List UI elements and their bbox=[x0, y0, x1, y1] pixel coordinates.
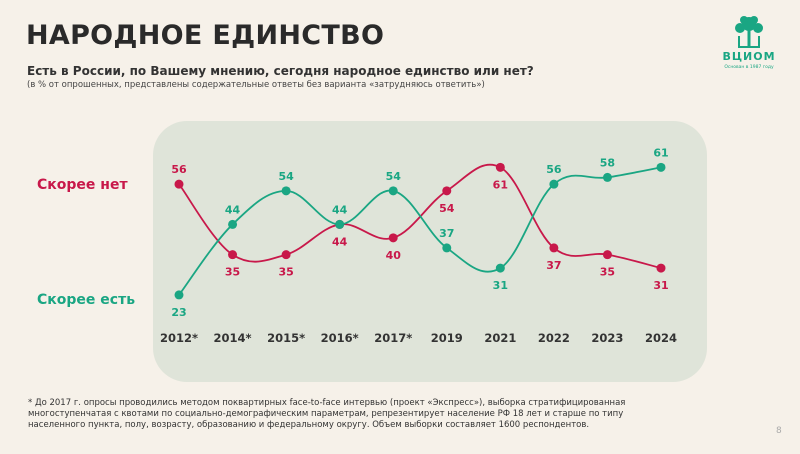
page-number: 8 bbox=[776, 426, 782, 436]
series-1-point-6 bbox=[495, 263, 505, 273]
x-tick-label-9: 2024 bbox=[645, 331, 677, 345]
series-1-point-5 bbox=[442, 243, 452, 253]
series-1-point-4 bbox=[388, 186, 398, 196]
series-1-point-2 bbox=[281, 186, 291, 196]
series-1-point-3 bbox=[335, 219, 345, 229]
series-1-label-4: 54 bbox=[386, 170, 402, 183]
survey-question: Есть в России, по Вашему мнению, сегодня… bbox=[27, 64, 534, 78]
x-tick-label-3: 2016* bbox=[321, 331, 359, 345]
logo-subtitle: Основан в 1987 году bbox=[724, 65, 774, 70]
series-0-point-8 bbox=[602, 250, 612, 260]
chart-panel bbox=[153, 121, 707, 382]
series-1-point-7 bbox=[549, 179, 559, 189]
series-0-label-6: 61 bbox=[493, 178, 508, 191]
series-0-point-0 bbox=[174, 179, 184, 189]
page-title: НАРОДНОЕ ЕДИНСТВО bbox=[26, 20, 385, 51]
series-label-yes: Скорее есть bbox=[37, 292, 136, 308]
series-1-point-8 bbox=[602, 172, 612, 182]
logo-name: ВЦИОМ bbox=[722, 50, 776, 63]
x-tick-label-8: 2023 bbox=[591, 331, 623, 345]
series-0-point-2 bbox=[281, 250, 291, 260]
series-1-label-7: 56 bbox=[546, 163, 562, 176]
series-1-label-2: 54 bbox=[278, 170, 294, 183]
series-0-point-4 bbox=[388, 233, 398, 243]
x-tick-label-6: 2021 bbox=[484, 331, 516, 345]
series-0-point-5 bbox=[442, 186, 452, 196]
series-0-point-9 bbox=[656, 263, 666, 273]
series-1-label-0: 23 bbox=[171, 306, 186, 319]
x-tick-label-2: 2015* bbox=[267, 331, 305, 345]
footnote: * До 2017 г. опросы проводились методом … bbox=[28, 398, 626, 430]
series-line-1 bbox=[178, 166, 662, 296]
series-0-label-2: 35 bbox=[278, 266, 293, 279]
survey-note: (в % от опрошенных, представлены содержа… bbox=[27, 80, 485, 90]
vciom-logo: ВЦИОМ Основан в 1987 году bbox=[716, 14, 782, 74]
series-0-label-8: 35 bbox=[600, 266, 615, 279]
series-0-label-1: 35 bbox=[225, 266, 240, 279]
series-1-label-8: 58 bbox=[600, 156, 615, 169]
series-label-no: Скорее нет bbox=[37, 177, 128, 193]
series-0-label-7: 37 bbox=[546, 259, 561, 272]
series-0-label-0: 56 bbox=[171, 163, 187, 176]
series-1-label-3: 44 bbox=[332, 203, 348, 216]
x-tick-label-4: 2017* bbox=[374, 331, 412, 345]
series-1-point-9 bbox=[656, 162, 666, 172]
series-1-label-1: 44 bbox=[225, 203, 241, 216]
series-1-label-6: 31 bbox=[493, 279, 508, 292]
x-tick-label-7: 2022 bbox=[538, 331, 570, 345]
series-1-point-0 bbox=[174, 290, 184, 300]
series-0-point-6 bbox=[495, 162, 505, 172]
series-0-label-3: 44 bbox=[332, 235, 348, 248]
tree-logo-icon bbox=[735, 16, 763, 48]
series-1-label-5: 37 bbox=[439, 227, 454, 240]
series-0-label-4: 40 bbox=[386, 249, 402, 262]
series-1-label-9: 61 bbox=[653, 146, 668, 159]
series-0-label-9: 31 bbox=[653, 279, 668, 292]
series-0-point-1 bbox=[228, 250, 238, 260]
x-tick-label-5: 2019 bbox=[431, 331, 463, 345]
series-0-label-5: 54 bbox=[439, 202, 455, 215]
series-0-point-7 bbox=[549, 243, 559, 253]
series-1-point-1 bbox=[228, 219, 238, 229]
x-tick-label-1: 2014* bbox=[214, 331, 252, 345]
series-line-0 bbox=[178, 163, 662, 269]
x-tick-label-0: 2012* bbox=[160, 331, 198, 345]
